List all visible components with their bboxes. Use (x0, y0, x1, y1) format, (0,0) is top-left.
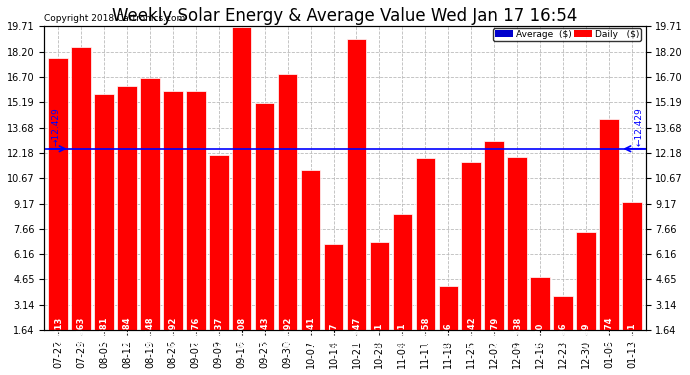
Text: ←12.429: ←12.429 (634, 108, 643, 146)
Bar (95, 94, 114, 357)
Bar (209, 155, 228, 357)
Text: 11.141: 11.141 (306, 316, 315, 349)
Text: 6.891: 6.891 (375, 322, 384, 349)
Text: 4.276: 4.276 (444, 322, 453, 349)
Bar (576, 232, 595, 357)
Bar (117, 86, 137, 357)
Text: 15.143: 15.143 (260, 316, 269, 349)
Text: →12.429: →12.429 (51, 108, 60, 146)
Bar (186, 91, 206, 357)
Bar (553, 296, 573, 357)
Text: 16.892: 16.892 (283, 317, 292, 349)
Bar (140, 78, 159, 357)
Bar (48, 58, 68, 357)
Text: 18.947: 18.947 (352, 317, 361, 349)
Bar (393, 214, 412, 357)
Text: 12.879: 12.879 (490, 317, 499, 349)
Text: 15.876: 15.876 (191, 317, 200, 349)
Text: 17.813: 17.813 (54, 317, 63, 349)
Bar (507, 157, 527, 357)
Bar (232, 27, 251, 357)
Text: 16.648: 16.648 (146, 316, 155, 349)
Bar (439, 286, 458, 357)
Bar (622, 202, 642, 357)
Legend: Average  ($), Daily   ($): Average ($), Daily ($) (493, 28, 641, 40)
Bar (346, 39, 366, 357)
Bar (531, 278, 550, 357)
Text: 15.892: 15.892 (168, 317, 177, 349)
Text: 11.858: 11.858 (421, 317, 430, 349)
Text: 6.777: 6.777 (329, 323, 338, 349)
Text: 15.681: 15.681 (99, 316, 108, 349)
Text: 7.449: 7.449 (582, 322, 591, 349)
Text: 11.642: 11.642 (466, 316, 475, 349)
Text: 14.174: 14.174 (604, 316, 613, 349)
Bar (599, 120, 619, 357)
Text: 18.463: 18.463 (77, 317, 86, 349)
Bar (484, 141, 504, 357)
Text: 8.561: 8.561 (398, 322, 407, 349)
Text: 12.037: 12.037 (215, 317, 224, 349)
Text: 3.646: 3.646 (559, 322, 568, 349)
Text: 19.708: 19.708 (237, 317, 246, 349)
Bar (278, 74, 297, 357)
Text: 4.770: 4.770 (535, 323, 544, 349)
Bar (301, 170, 320, 357)
Text: 9.261: 9.261 (627, 322, 636, 349)
Bar (255, 103, 275, 357)
Bar (415, 158, 435, 357)
Bar (71, 48, 91, 357)
Text: 16.184: 16.184 (122, 316, 131, 349)
Bar (324, 244, 344, 357)
Text: 11.938: 11.938 (513, 317, 522, 349)
Bar (163, 91, 183, 357)
Text: Copyright 2018 Cartronics.com: Copyright 2018 Cartronics.com (44, 15, 186, 24)
Title: Weekly Solar Energy & Average Value Wed Jan 17 16:54: Weekly Solar Energy & Average Value Wed … (112, 7, 578, 25)
Bar (462, 162, 481, 357)
Bar (370, 242, 389, 357)
